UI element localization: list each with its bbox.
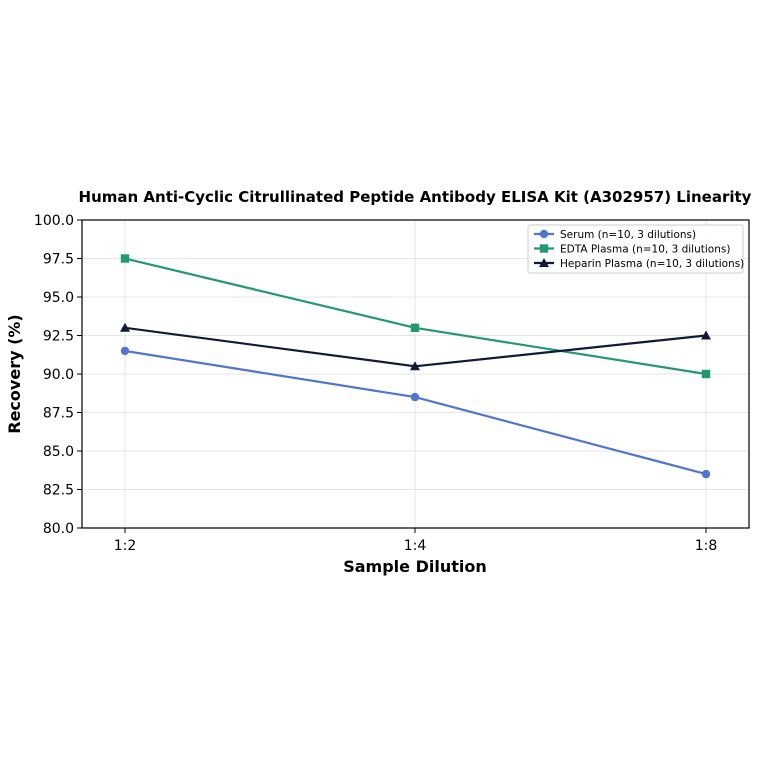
y-tick-label: 92.5 [43,329,74,345]
x-tick-label: 1:8 [695,538,718,554]
x-tick-label: 1:2 [114,538,137,554]
y-tick-label: 95.0 [43,290,74,306]
data-point-edta-plasma [701,369,711,379]
data-point-edta-plasma [410,323,420,332]
x-axis-ticks: 1:2 1:4 1:8 [114,528,718,554]
data-point-edta-plasma [120,254,130,263]
series-serum [120,346,711,479]
series-layer [120,254,711,479]
y-tick-label: 85.0 [43,444,74,460]
legend-box [527,224,744,274]
data-point-heparin-plasma [701,330,711,340]
legend: Serum (n=10, 3 dilutions) EDTA Plasma (n=… [527,224,744,274]
legend-marker-heparin-plasma [539,258,549,267]
series-edta-plasma [120,254,711,379]
y-tick-label: 80.0 [43,521,74,537]
y-axis-label: Recovery (%) [5,314,24,433]
y-tick-label: 100.0 [34,213,74,229]
legend-label-serum: Serum (n=10, 3 dilutions) [560,229,696,241]
legend-marker-edta-plasma [539,244,549,253]
y-tick-label: 90.0 [43,367,74,383]
legend-label-heparin-plasma: Heparin Plasma (n=10, 3 dilutions) [560,258,744,270]
y-tick-label: 97.5 [43,252,74,268]
chart-title: Human Anti-Cyclic Citrullinated Peptide … [79,188,752,206]
data-point-serum [701,469,711,479]
data-point-serum [410,392,420,402]
legend-marker-serum [539,229,549,239]
x-tick-label: 1:4 [404,538,427,554]
data-point-heparin-plasma [410,361,420,371]
legend-label-edta-plasma: EDTA Plasma (n=10, 3 dilutions) [560,244,730,256]
y-axis-ticks: 80.0 82.5 85.0 87.5 90.0 92.5 95.0 97.5 100.0 [34,213,82,537]
series-heparin-plasma [120,322,711,371]
data-point-heparin-plasma [120,322,130,332]
y-tick-label: 82.5 [43,483,74,499]
data-point-serum [120,346,130,356]
y-tick-label: 87.5 [43,406,74,422]
x-axis-label: Sample Dilution [343,557,487,576]
